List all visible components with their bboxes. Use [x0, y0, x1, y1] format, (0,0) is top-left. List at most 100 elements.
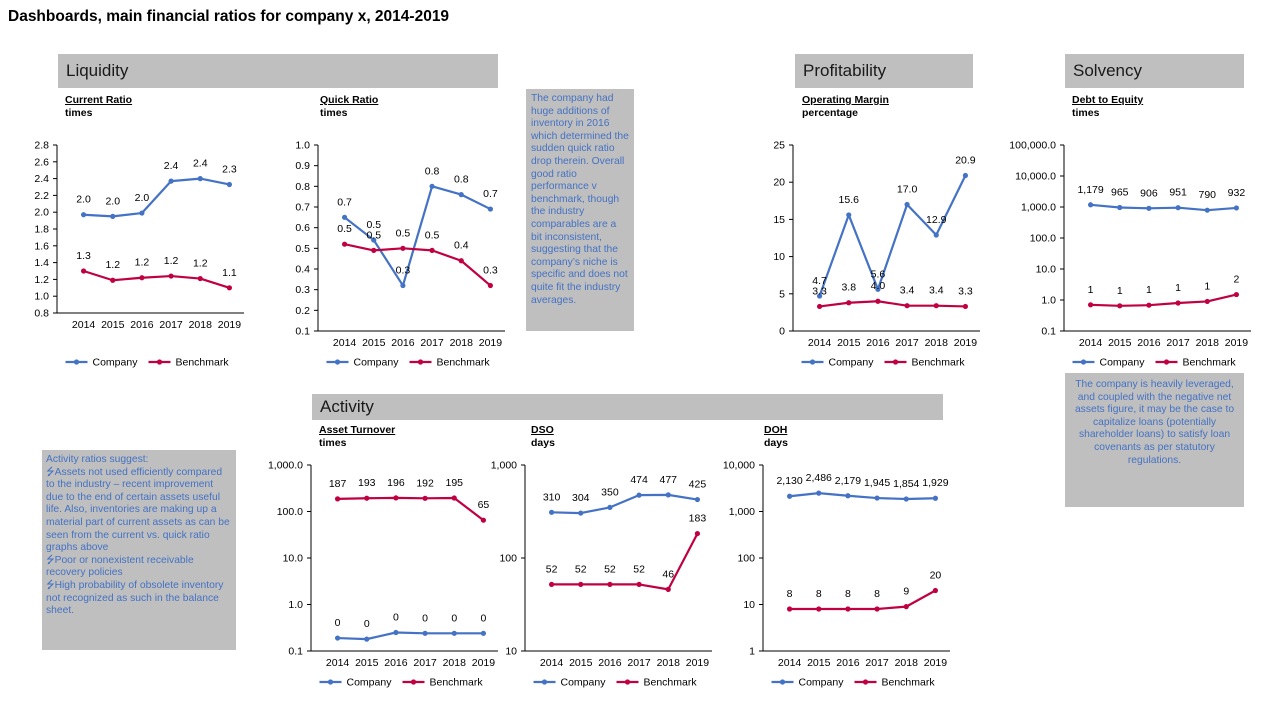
data-point-company — [1146, 205, 1152, 211]
data-label-benchmark: 193 — [358, 477, 376, 489]
data-point-company — [197, 176, 203, 182]
y-tick-label: 2.2 — [34, 190, 49, 202]
legend-marker — [334, 359, 341, 365]
data-label-company: 0.5 — [366, 219, 381, 231]
legend-marker — [417, 359, 424, 365]
data-label-company: 932 — [1228, 187, 1246, 199]
y-tick-label: 0.3 — [295, 284, 310, 296]
legend-label: Company — [829, 357, 875, 369]
data-point-company — [932, 495, 939, 501]
note-activity: Activity ratios suggest: ⭍Assets not use… — [42, 450, 236, 650]
data-point-benchmark — [816, 303, 823, 310]
data-label-benchmark: 52 — [633, 563, 645, 575]
data-point-company — [1175, 205, 1181, 211]
legend-label: Benchmark — [882, 677, 936, 689]
legend-marker — [541, 679, 548, 685]
data-point-company — [487, 206, 494, 212]
data-point-benchmark — [1233, 291, 1240, 298]
data-label-company: 0.8 — [454, 174, 469, 186]
legend-label: Benchmark — [644, 677, 698, 689]
chart-title: Asset Turnover — [319, 424, 396, 436]
data-label-benchmark: 1.1 — [222, 267, 237, 279]
y-tick-label: 1,000.0 — [268, 460, 303, 472]
note-activity-intro: Activity ratios suggest: — [46, 454, 149, 465]
y-tick-label: 100 — [737, 553, 755, 565]
data-label-benchmark: 3.3 — [958, 285, 973, 297]
data-label-benchmark: 3.4 — [900, 285, 915, 297]
legend-marker — [327, 679, 334, 685]
section-profitability: Profitability — [795, 54, 973, 88]
data-label-company: 20.9 — [955, 155, 976, 167]
data-point-benchmark — [429, 247, 435, 253]
legend-marker — [156, 359, 163, 365]
data-point-company — [393, 629, 399, 636]
data-point-benchmark — [371, 247, 377, 253]
data-label-company: 17.0 — [897, 184, 918, 196]
y-tick-label: 100.0 — [1030, 233, 1056, 245]
data-label-company: 5.6 — [871, 268, 886, 280]
data-label-company: 1,945 — [864, 477, 890, 489]
bullet-icon: ⭍ — [46, 554, 55, 566]
series-line-company — [83, 177, 230, 218]
x-tick-label: 2016 — [384, 657, 408, 669]
data-point-benchmark — [334, 496, 341, 502]
legend-label: Company — [561, 677, 607, 689]
x-tick-label: 2019 — [472, 657, 496, 669]
data-label-benchmark: 2 — [1233, 274, 1239, 286]
x-tick-label: 2019 — [1225, 337, 1249, 349]
data-label-company: 2.4 — [164, 160, 179, 172]
note-solvency: The company is heavily leveraged, and co… — [1065, 373, 1244, 507]
x-tick-label: 2019 — [479, 337, 503, 349]
chart-unit: days — [764, 437, 788, 449]
data-label-benchmark: 52 — [604, 563, 616, 575]
legend-label: Benchmark — [1183, 357, 1237, 369]
y-tick-label: 1.6 — [34, 240, 49, 252]
data-label-company: 2,486 — [806, 472, 832, 484]
bullet-icon: ⭍ — [46, 466, 55, 478]
data-label-benchmark: 46 — [662, 568, 674, 580]
x-tick-label: 2017 — [1166, 337, 1190, 349]
data-label-benchmark: 1.2 — [164, 255, 179, 267]
x-tick-label: 2019 — [686, 657, 710, 669]
x-tick-label: 2017 — [865, 657, 889, 669]
y-tick-label: 10,000.0 — [1015, 171, 1056, 183]
data-label-benchmark: 1 — [1146, 284, 1152, 296]
data-label-company: 2.4 — [193, 158, 208, 170]
y-tick-label: 0.8 — [34, 308, 49, 320]
chart-title: Current Ratio — [65, 94, 133, 106]
chart-current-ratio: 0.8 1.0 1.2 1.4 1.6 1.8 2.0 2.2 2.4 2.6 2.8 2014 201… — [34, 140, 244, 369]
data-point-company — [607, 504, 613, 511]
data-point-benchmark — [845, 606, 851, 612]
data-label-benchmark: 3.3 — [812, 285, 827, 297]
chart-title: DSO — [531, 424, 554, 436]
y-tick-label: 5 — [779, 288, 785, 300]
y-tick-label: 1.0 — [34, 291, 49, 303]
y-tick-label: 2.6 — [34, 156, 49, 168]
data-label-company: 2.0 — [105, 195, 120, 207]
x-tick-label: 2016 — [130, 319, 154, 331]
data-point-benchmark — [458, 258, 464, 264]
y-tick-label: 10 — [773, 251, 785, 263]
data-point-benchmark — [451, 495, 457, 501]
x-tick-label: 2018 — [443, 657, 467, 669]
data-label-company: 790 — [1198, 189, 1216, 201]
data-point-company — [1204, 207, 1210, 213]
data-label-benchmark: 1 — [1117, 285, 1123, 297]
data-point-benchmark — [1204, 298, 1210, 305]
data-label-company: 2.3 — [222, 163, 237, 175]
x-tick-label: 2014 — [333, 337, 357, 349]
heading-operating-margin: Operating Margin percentage — [802, 94, 889, 120]
y-tick-label: 0.1 — [295, 326, 310, 338]
data-point-company — [578, 510, 584, 516]
data-point-company — [429, 183, 435, 189]
x-tick-label: 2014 — [778, 657, 802, 669]
legend-item-company: Company — [65, 357, 138, 369]
data-label-benchmark: 1.2 — [105, 259, 120, 271]
data-point-benchmark — [665, 586, 671, 592]
note-liquidity-text: The company had huge additions of invent… — [531, 93, 629, 306]
data-label-benchmark: 52 — [575, 563, 587, 575]
data-point-company — [458, 192, 464, 198]
data-point-company — [451, 630, 457, 636]
data-point-benchmark — [341, 241, 348, 247]
x-tick-label: 2018 — [925, 337, 949, 349]
